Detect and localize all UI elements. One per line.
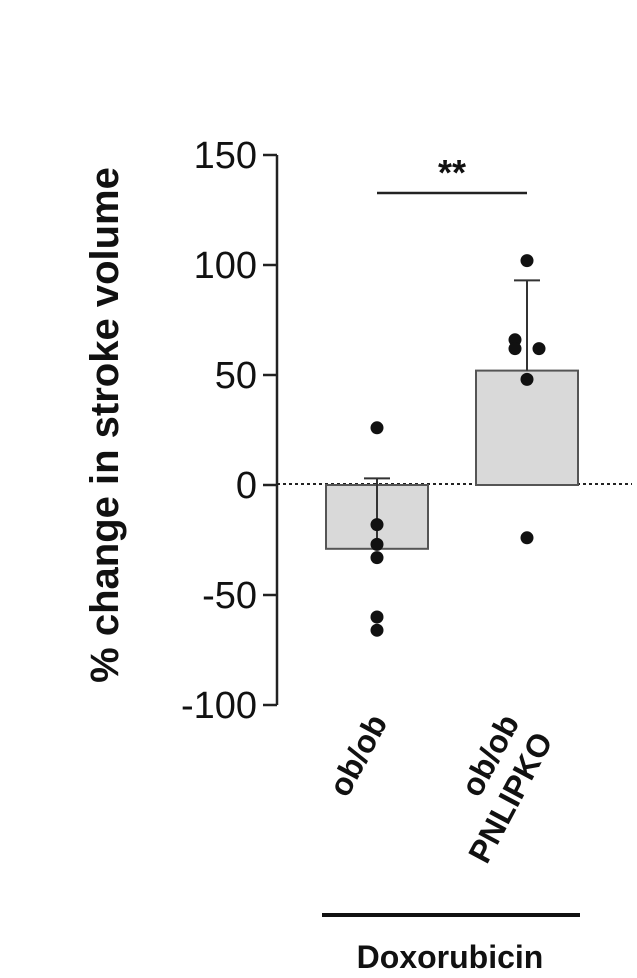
plot-area: 150 100 50 0 -50 -100 — [181, 135, 632, 727]
data-point — [370, 537, 384, 551]
data-point — [370, 518, 384, 532]
data-point — [532, 342, 546, 356]
data-point — [520, 531, 534, 545]
category-labels: ob/ob ob/obPNLIPKO — [322, 708, 560, 868]
bar — [475, 369, 579, 487]
y-tick-label: -50 — [202, 575, 257, 617]
category-label: ob/ob — [322, 708, 395, 802]
data-point — [508, 342, 522, 356]
data-points — [370, 254, 546, 637]
group-label: Doxorubicin — [357, 939, 544, 975]
data-point — [370, 623, 384, 637]
y-axis-label: % change in stroke volume — [83, 167, 127, 683]
data-point — [520, 372, 534, 386]
bars — [325, 369, 579, 550]
significance-label: ** — [438, 152, 466, 193]
group-annotation: Doxorubicin — [322, 913, 580, 975]
data-point — [520, 254, 534, 268]
y-tick-label: 150 — [194, 135, 257, 177]
y-tick-label: 0 — [236, 465, 257, 507]
y-tick-label: 100 — [194, 245, 257, 287]
data-point — [370, 551, 384, 565]
y-tick-label: -100 — [181, 685, 257, 727]
data-point — [370, 421, 384, 435]
y-ticks: 150 100 50 0 -50 -100 — [181, 135, 277, 727]
category-label: ob/obPNLIPKO — [428, 708, 560, 868]
data-point — [370, 610, 384, 624]
y-tick-label: 50 — [215, 355, 257, 397]
significance-annotation: ** — [377, 152, 527, 195]
error-bars — [364, 279, 540, 549]
